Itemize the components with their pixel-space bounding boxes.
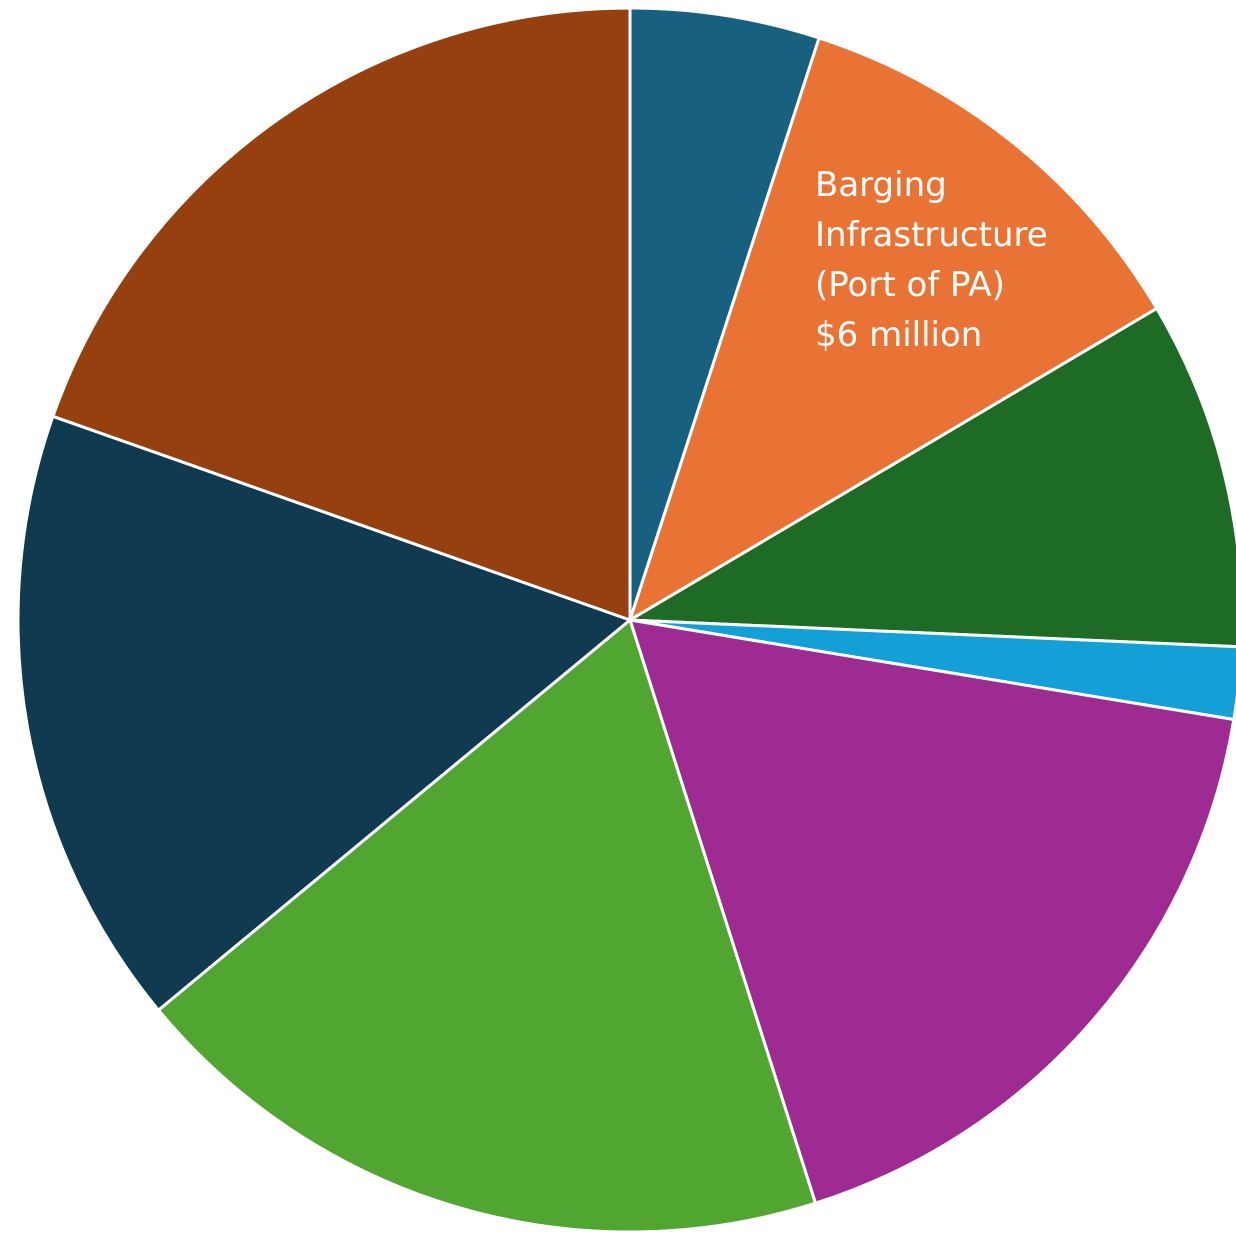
pie-slice-2-label-line: Barging <box>815 165 947 205</box>
pie-slice-5 <box>628 618 1236 1205</box>
pie-slice-2-label-line: Infrastructure <box>815 215 1048 255</box>
pie-labels: Barging Infrastructure (Port of PA) $6 mill… <box>815 165 1048 355</box>
pie-slices <box>16 6 1236 1234</box>
pie-slice-2 <box>628 36 1159 622</box>
pie-slice-1 <box>628 6 821 622</box>
pie-slice-2-label-line: $6 million <box>815 315 982 355</box>
pie-slice-6 <box>156 618 817 1234</box>
pie-slice-2-label: Barging Infrastructure (Port of PA) $6 mill… <box>815 165 1048 355</box>
pie-slice-2-label-line: (Port of PA) <box>815 265 1005 305</box>
pie-slice-3 <box>628 306 1236 649</box>
pie-slice-8 <box>51 6 632 622</box>
pie-slice-7 <box>16 414 632 1012</box>
